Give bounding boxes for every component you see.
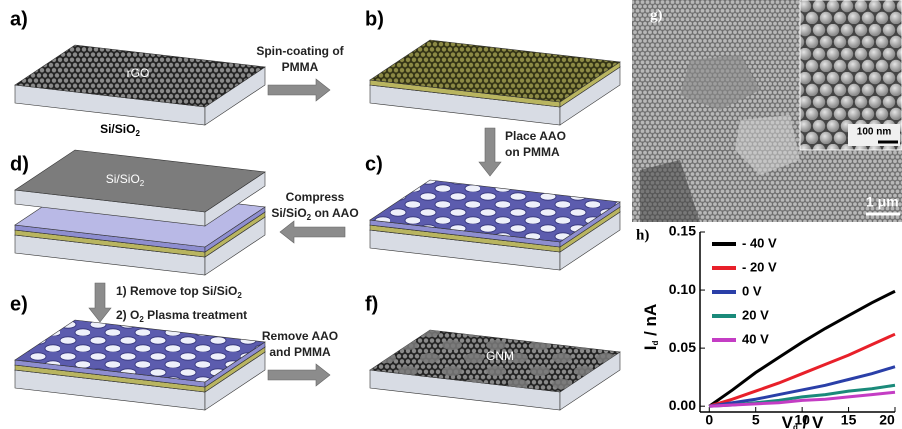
x-tick-label: 20 xyxy=(879,412,895,428)
y-tick-label: 0.15 xyxy=(669,223,696,239)
text-segment: 2 xyxy=(135,129,140,138)
text-segment: Si/SiO xyxy=(100,122,135,136)
substrate xyxy=(15,45,265,125)
panel-label: h) xyxy=(636,227,649,243)
y-axis-label: Id / nA xyxy=(641,304,660,350)
step-text: Si/SiO2 on AAO xyxy=(271,206,358,222)
panel-label: f) xyxy=(365,293,378,315)
layer-label: Si/SiO2 xyxy=(106,172,145,188)
panel-label: c) xyxy=(365,153,383,175)
text-segment: Plasma treatment xyxy=(144,308,247,322)
layer-label: Si/SiO2 xyxy=(100,122,140,138)
text-segment: / nA xyxy=(641,304,660,341)
step-text: Compress xyxy=(286,190,345,204)
series-line xyxy=(709,392,895,406)
x-tick-label: 5 xyxy=(752,412,760,428)
y-tick-label: 0.10 xyxy=(669,281,696,297)
text-segment: on AAO xyxy=(311,206,359,220)
step-text: Remove AAO xyxy=(262,329,338,343)
arrow xyxy=(268,79,330,101)
panel-label: g) xyxy=(650,7,663,23)
text-segment: 1) Remove top Si/SiO xyxy=(116,284,237,298)
panel-label: b) xyxy=(365,8,384,30)
step-text: PMMA xyxy=(282,60,319,74)
text-segment: 2) O xyxy=(116,308,139,322)
y-tick-label: 0.00 xyxy=(669,397,696,413)
text-segment: 2 xyxy=(140,179,145,188)
schematic: a)b)d)c)e)f)rGOSi/SiO2Si/SiO2GNMSpin-coa… xyxy=(10,8,620,410)
step-text: on PMMA xyxy=(505,145,560,159)
panel-label: a) xyxy=(10,8,28,30)
step-text: 2) O2 Plasma treatment xyxy=(116,308,247,324)
arrow xyxy=(280,221,345,243)
text-segment: / V xyxy=(798,413,824,429)
inset-scale: 100 nm xyxy=(857,127,892,138)
text-segment: Si/SiO xyxy=(106,172,140,186)
x-axis-label: Vd / V xyxy=(782,413,824,429)
panel-label: d) xyxy=(10,153,29,175)
text-segment: V xyxy=(782,413,794,429)
text-segment: Si/SiO xyxy=(271,206,306,220)
figure: a)b)d)c)e)f)rGOSi/SiO2Si/SiO2GNMSpin-coa… xyxy=(0,0,902,429)
scale-label: 1 μm xyxy=(866,194,899,210)
legend-label: - 40 V xyxy=(742,235,777,250)
y-tick-label: 0.05 xyxy=(669,339,696,355)
legend-label: - 20 V xyxy=(742,259,777,274)
step-text: Spin-coating of xyxy=(256,44,344,58)
layer-label: GNM xyxy=(486,349,514,363)
legend-label: 0 V xyxy=(742,283,762,298)
step-text: 1) Remove top Si/SiO2 xyxy=(116,284,242,300)
x-tick-label: 0 xyxy=(705,412,713,428)
legend-label: 40 V xyxy=(742,331,769,346)
layer-label: rGO xyxy=(127,66,150,80)
legend-label: 20 V xyxy=(742,307,769,322)
arrow xyxy=(268,364,330,386)
arrow xyxy=(89,283,111,322)
step-text: Place AAO xyxy=(505,129,566,143)
panel-label: e) xyxy=(10,293,28,315)
arrow xyxy=(479,128,501,176)
text-segment: 2 xyxy=(237,291,242,300)
step-text: and PMMA xyxy=(269,345,331,359)
x-tick-label: 15 xyxy=(841,412,857,428)
